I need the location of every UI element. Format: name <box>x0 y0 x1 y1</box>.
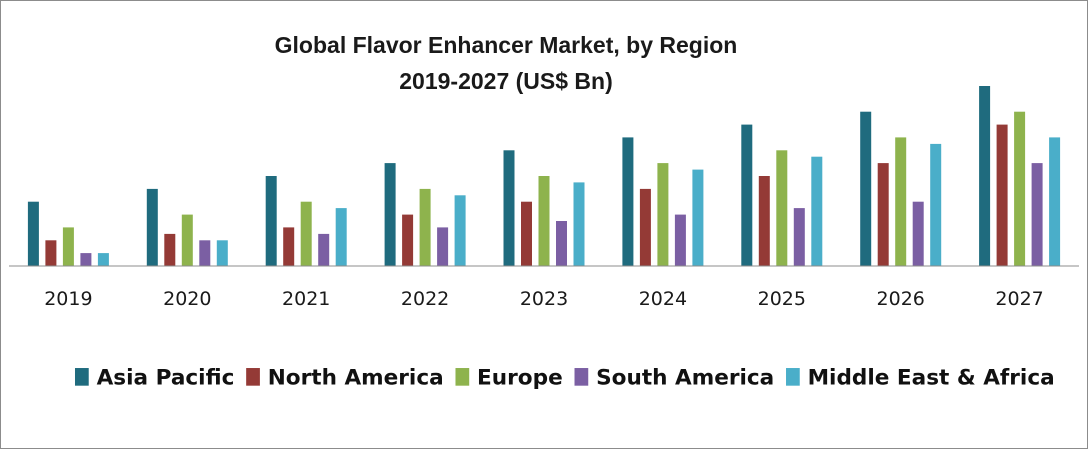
bar-europe-2027 <box>1014 111 1026 266</box>
legend: Asia Pacific North America Europe South Ame… <box>74 366 1055 391</box>
bar-south-america-2019 <box>80 253 92 266</box>
bar-north-america-2022 <box>402 214 414 266</box>
bar-middle-east-africa-2019 <box>97 253 109 266</box>
bar-asia-pacific-2021 <box>265 176 277 266</box>
legend-swatch-asia-pacific <box>74 368 89 386</box>
bars-group <box>27 86 1061 266</box>
legend-label-south-america: South America <box>596 366 774 391</box>
legend-label-europe: Europe <box>477 366 563 391</box>
bar-north-america-2020 <box>164 233 176 266</box>
bar-middle-east-africa-2027 <box>1049 137 1061 266</box>
chart-title: Global Flavor Enhancer Market, by Region <box>275 32 738 58</box>
bar-middle-east-africa-2025 <box>811 156 823 266</box>
bar-south-america-2022 <box>437 227 449 266</box>
bar-asia-pacific-2020 <box>146 188 158 266</box>
legend-swatch-south-america <box>574 368 589 386</box>
bar-europe-2021 <box>300 201 312 266</box>
bar-south-america-2027 <box>1031 163 1043 266</box>
legend-swatch-north-america <box>246 368 260 386</box>
bar-asia-pacific-2023 <box>503 150 515 266</box>
bar-north-america-2025 <box>758 176 770 266</box>
bar-north-america-2021 <box>283 227 295 266</box>
x-tick-label-2020: 2020 <box>163 288 211 310</box>
bar-middle-east-africa-2020 <box>216 240 228 266</box>
x-tick-label-2022: 2022 <box>401 288 449 310</box>
bar-south-america-2023 <box>556 221 567 266</box>
chart-subtitle: 2019-2027 (US$ Bn) <box>399 68 613 94</box>
bar-europe-2024 <box>657 163 669 266</box>
bar-south-america-2026 <box>912 201 924 266</box>
bar-middle-east-africa-2021 <box>335 208 347 266</box>
legend-swatch-middle-east-africa <box>786 368 800 386</box>
x-tick-label-2026: 2026 <box>877 288 925 310</box>
bar-europe-2025 <box>776 150 788 266</box>
legend-label-asia-pacific: Asia Pacific <box>97 366 235 391</box>
bar-middle-east-africa-2022 <box>454 195 466 266</box>
bar-north-america-2024 <box>639 188 651 266</box>
bar-europe-2019 <box>62 227 74 266</box>
bar-south-america-2025 <box>793 208 805 266</box>
bar-europe-2026 <box>895 137 907 266</box>
bar-middle-east-africa-2023 <box>573 182 585 266</box>
x-tick-label-2024: 2024 <box>639 288 687 310</box>
x-tick-label-2027: 2027 <box>995 288 1043 310</box>
legend-swatch-europe <box>455 368 470 386</box>
x-tick-label-2023: 2023 <box>520 288 568 310</box>
legend-label-middle-east-africa: Middle East & Africa <box>808 366 1055 391</box>
x-tick-label-2025: 2025 <box>758 288 806 310</box>
bar-south-america-2021 <box>318 233 330 266</box>
bar-asia-pacific-2025 <box>741 124 753 266</box>
bar-north-america-2019 <box>45 240 57 266</box>
bar-asia-pacific-2026 <box>860 111 872 266</box>
bar-south-america-2020 <box>199 240 211 266</box>
x-tick-label-2019: 2019 <box>44 288 92 310</box>
bar-north-america-2023 <box>521 201 532 266</box>
bar-north-america-2027 <box>996 124 1008 266</box>
bar-europe-2022 <box>419 188 431 266</box>
bar-europe-2020 <box>181 214 193 266</box>
bar-asia-pacific-2024 <box>622 137 634 266</box>
bar-north-america-2026 <box>877 163 889 266</box>
bar-asia-pacific-2022 <box>384 163 396 266</box>
bar-asia-pacific-2027 <box>979 86 991 266</box>
bar-europe-2023 <box>538 176 550 266</box>
bar-south-america-2024 <box>674 214 686 266</box>
bar-asia-pacific-2019 <box>27 201 39 266</box>
bar-middle-east-africa-2024 <box>692 169 704 266</box>
x-axis-tick-labels: 2019 2020 2021 2022 2023 2024 2025 2026 2027 <box>44 288 1044 310</box>
legend-label-north-america: North America <box>268 366 444 391</box>
x-tick-label-2021: 2021 <box>282 288 330 310</box>
bar-middle-east-africa-2026 <box>930 143 942 266</box>
